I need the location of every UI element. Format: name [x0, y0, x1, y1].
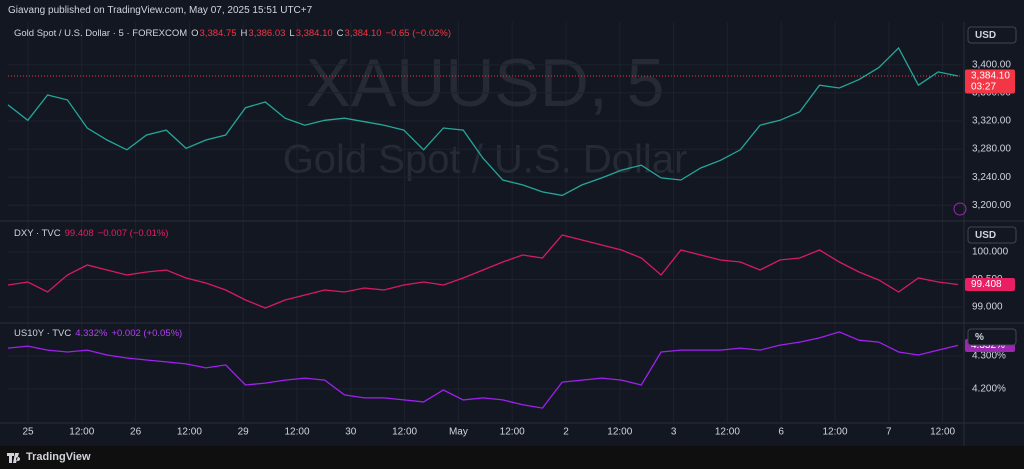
time-label: 12:00: [715, 427, 740, 438]
y-tick-label: 3,400.00: [972, 59, 1011, 70]
logo: [7, 453, 21, 463]
ohlc-value: 3,384.10: [344, 28, 382, 39]
time-label: 26: [130, 427, 142, 438]
ohlc-key: L: [289, 28, 295, 39]
countdown: 03:27: [971, 82, 996, 93]
dxy-legend: DXY · TVC 99.408 −0.007 (−0.01%): [14, 228, 168, 239]
header: Giavang published on TradingView.com, Ma…: [8, 5, 313, 16]
ohlc-value: 3,384.75: [199, 28, 237, 39]
time-label: 12:00: [500, 427, 525, 438]
time-label: 29: [238, 427, 250, 438]
unit-label: %: [975, 332, 984, 343]
alert-icon: [953, 202, 967, 216]
y-tick-label: 4.200%: [972, 384, 1006, 395]
unit-box: [967, 226, 1017, 244]
unit-box: [967, 328, 1017, 346]
y-tick-label: 3,200.00: [972, 200, 1011, 211]
footer: TradingView: [0, 446, 1024, 469]
time-label: May: [449, 427, 468, 438]
series-line: [7, 331, 959, 409]
time-label: 2: [563, 427, 569, 438]
time-label: 12:00: [930, 427, 955, 438]
y-tick-label: 4.300%: [972, 351, 1006, 362]
brand: TradingView: [26, 451, 91, 463]
legend-title: US10Y · TVC: [14, 328, 72, 339]
price-label: 4.332%: [971, 340, 1005, 351]
time-label: 12:00: [822, 427, 847, 438]
price-label-bg: [965, 69, 1015, 94]
time-label: 7: [886, 427, 892, 438]
legend-title: Gold Spot / U.S. Dollar · 5 · FOREXCOM: [14, 28, 188, 39]
time-label: 12:00: [607, 427, 632, 438]
y-tick-label: 99.000: [972, 302, 1003, 313]
ohlc-key: C: [336, 28, 344, 39]
gold-legend: Gold Spot / U.S. Dollar · 5 · FOREXCOM O…: [14, 28, 451, 39]
unit-label: USD: [975, 30, 996, 41]
unit-box: [967, 26, 1017, 44]
unit-label: USD: [975, 230, 996, 241]
time-label: 30: [345, 427, 357, 438]
y-tick-label: 3,320.00: [972, 116, 1011, 127]
legend-change: −0.65 (−0.02%): [385, 28, 452, 39]
us10y-legend: US10Y · TVC 4.332% +0.002 (+0.05%): [14, 328, 182, 339]
series-line: [7, 234, 959, 309]
legend-change: −0.007 (−0.01%): [97, 228, 169, 239]
time-label: 12:00: [177, 427, 202, 438]
ohlc: O 3,384.75 H 3,386.03 L 3,384.10 C 3,384.10: [191, 28, 381, 39]
time-label: 12:00: [69, 427, 94, 438]
legend-change: +0.002 (+0.05%): [111, 328, 183, 339]
price-label-bg: [965, 278, 1015, 292]
legend-value: 99.408: [64, 228, 94, 239]
price-label: 3,384.10: [971, 71, 1010, 82]
ohlc-value: 3,384.10: [295, 28, 333, 39]
ohlc-value: 3,386.03: [248, 28, 286, 39]
time-label: 25: [22, 427, 34, 438]
time-label: 12:00: [284, 427, 309, 438]
legend-title: DXY · TVC: [14, 228, 61, 239]
y-tick-label: 100.000: [972, 247, 1009, 258]
y-tick-label: 3,240.00: [972, 172, 1011, 183]
price-label: 99.408: [971, 279, 1002, 290]
ohlc-key: H: [240, 28, 248, 39]
chart: 25 12:00 26 12:00 29 12:00 30 12:00 May 12:00 2 12:…: [0, 22, 1024, 446]
time-label: 12:00: [392, 427, 417, 438]
watermark: XAUUSD, 5: [306, 45, 665, 121]
series-line: [7, 46, 959, 197]
legend-value: 4.332%: [75, 328, 108, 339]
y-tick-label: 3,280.00: [972, 144, 1011, 155]
time-label: 6: [778, 427, 784, 438]
time-label: 3: [671, 427, 677, 438]
ohlc-key: O: [191, 28, 199, 39]
